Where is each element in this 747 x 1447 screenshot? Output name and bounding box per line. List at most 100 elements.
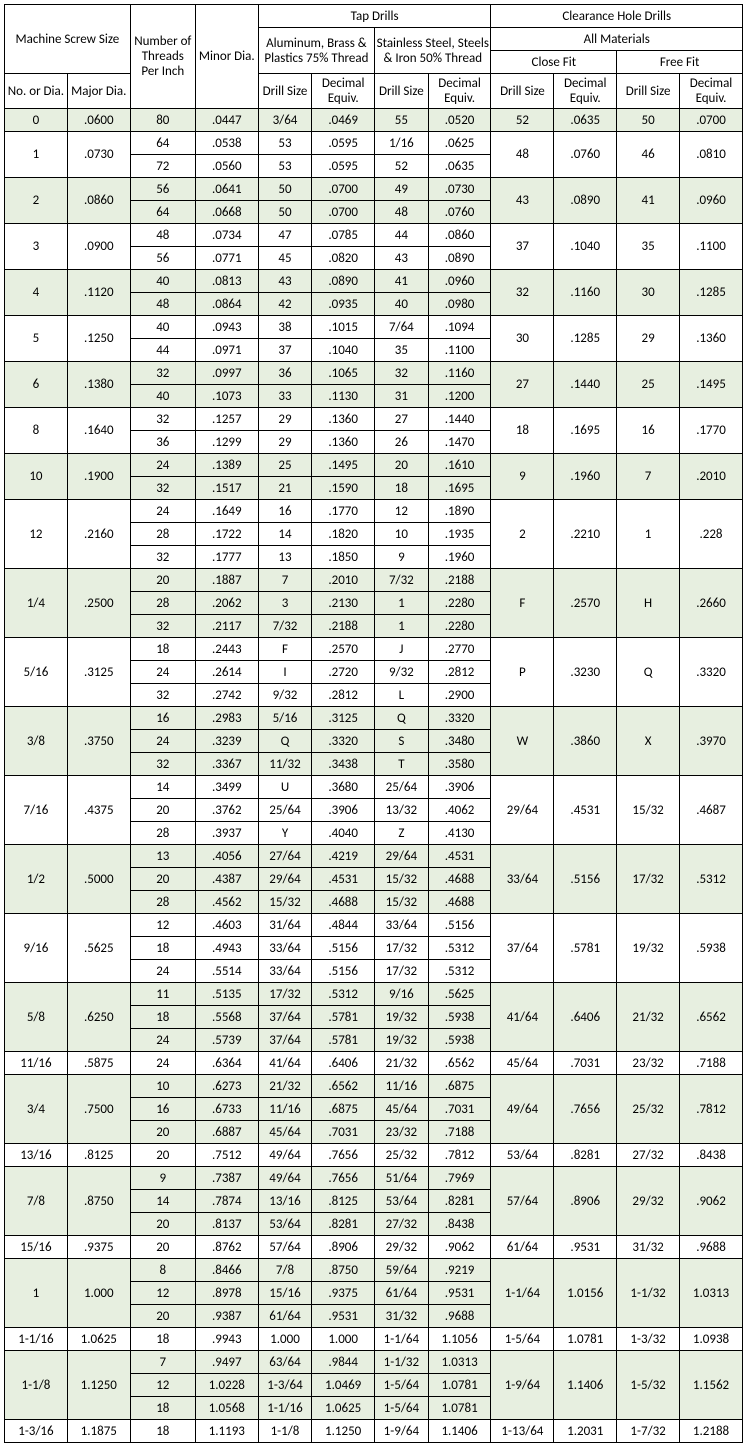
cell-tap-ss-dec: .1100 [428, 339, 491, 362]
cell-tap-ss-dec: 1.1056 [428, 1328, 491, 1351]
cell-no: 1 [5, 132, 68, 178]
cell-minor-dia: .5514 [195, 960, 258, 983]
cell-major-dia: .1640 [67, 408, 130, 454]
cell-tap-ss-dec: .9531 [428, 1282, 491, 1305]
cell-close-dec: .9531 [554, 1236, 617, 1259]
cell-tap-ss-dec: .0860 [428, 224, 491, 247]
cell-free-size: Q [617, 638, 680, 707]
cell-minor-dia: .9943 [195, 1328, 258, 1351]
cell-tap-al-dec: .0595 [312, 155, 375, 178]
cell-tap-al-size: 15/32 [258, 891, 312, 914]
cell-free-dec: .3320 [680, 638, 743, 707]
cell-no: 7/16 [5, 776, 68, 845]
cell-tap-al-dec: .0595 [312, 132, 375, 155]
cell-tap-al-size: 1-1/16 [258, 1397, 312, 1420]
table-row: 5/16.312518.2443F.2570J.2770P.3230Q.3320 [5, 638, 743, 661]
table-row: 6.138032.099736.106532.116027.144025.149… [5, 362, 743, 385]
cell-tap-ss-dec: .2770 [428, 638, 491, 661]
cell-free-size: 27/32 [617, 1144, 680, 1167]
cell-tap-al-size: 3/64 [258, 109, 312, 132]
cell-close-size: 41/64 [491, 983, 554, 1052]
cell-close-size: 1-9/64 [491, 1351, 554, 1420]
cell-no: 12 [5, 500, 68, 569]
table-row: 3.090048.073447.078544.086037.104035.110… [5, 224, 743, 247]
cell-tap-al-size: 53 [258, 132, 312, 155]
cell-free-size: 25 [617, 362, 680, 408]
cell-major-dia: .0730 [67, 132, 130, 178]
cell-tap-ss-size: 29/64 [375, 845, 429, 868]
cell-free-dec: .0700 [680, 109, 743, 132]
cell-tap-al-dec: .4219 [312, 845, 375, 868]
cell-tap-al-dec: .2570 [312, 638, 375, 661]
cell-free-size: 17/32 [617, 845, 680, 914]
cell-tap-al-dec: .0700 [312, 201, 375, 224]
cell-major-dia: .0860 [67, 178, 130, 224]
cell-tap-ss-size: 7/64 [375, 316, 429, 339]
cell-tap-ss-size: 1-1/64 [375, 1328, 429, 1351]
cell-close-dec: .5156 [554, 845, 617, 914]
cell-tap-al-size: 49/64 [258, 1144, 312, 1167]
cell-tap-ss-size: 48 [375, 201, 429, 224]
cell-no: 8 [5, 408, 68, 454]
cell-tap-al-dec: .9844 [312, 1351, 375, 1374]
cell-minor-dia: .0447 [195, 109, 258, 132]
cell-close-dec: 1.0781 [554, 1328, 617, 1351]
hdr-machine-screw: Machine Screw Size [5, 5, 131, 74]
cell-tap-ss-size: 45/64 [375, 1098, 429, 1121]
cell-tap-al-dec: .1015 [312, 316, 375, 339]
cell-tap-al-dec: 1.000 [312, 1328, 375, 1351]
table-row: 8.164032.125729.136027.144018.169516.177… [5, 408, 743, 431]
cell-close-size: 33/64 [491, 845, 554, 914]
cell-tpi: 7 [130, 1351, 195, 1374]
cell-major-dia: .2160 [67, 500, 130, 569]
cell-close-dec: .5781 [554, 914, 617, 983]
cell-free-dec: .8438 [680, 1144, 743, 1167]
cell-no: 3/8 [5, 707, 68, 776]
cell-major-dia: .5875 [67, 1052, 130, 1075]
table-row: 3/4.750010.627321/32.656211/16.687549/64… [5, 1075, 743, 1098]
cell-minor-dia: .4387 [195, 868, 258, 891]
cell-major-dia: 1.000 [67, 1259, 130, 1328]
cell-minor-dia: .0734 [195, 224, 258, 247]
cell-tap-al-dec: .0935 [312, 293, 375, 316]
cell-tap-al-dec: .6406 [312, 1052, 375, 1075]
cell-close-size: 53/64 [491, 1144, 554, 1167]
cell-minor-dia: .2614 [195, 661, 258, 684]
cell-tpi: 14 [130, 776, 195, 799]
cell-tap-al-size: 31/64 [258, 914, 312, 937]
table-row: 2.086056.064150.070049.073043.089041.096… [5, 178, 743, 201]
cell-tap-al-size: 47 [258, 224, 312, 247]
hdr-de1: Decimal Equiv. [312, 74, 375, 109]
hdr-close-fit: Close Fit [491, 51, 617, 74]
cell-minor-dia: .0538 [195, 132, 258, 155]
cell-close-size: 1-5/64 [491, 1328, 554, 1351]
cell-tap-ss-size: J [375, 638, 429, 661]
cell-tap-ss-size: 1/16 [375, 132, 429, 155]
cell-tap-al-dec: .1770 [312, 500, 375, 523]
cell-tap-al-size: 1-1/8 [258, 1420, 312, 1443]
cell-tap-al-size: 33 [258, 385, 312, 408]
cell-free-size: 29 [617, 316, 680, 362]
hdr-tap-drills: Tap Drills [258, 5, 491, 28]
cell-close-size: P [491, 638, 554, 707]
table-row: 1.073064.053853.05951/16.062548.076046.0… [5, 132, 743, 155]
cell-minor-dia: .5739 [195, 1029, 258, 1052]
cell-major-dia: .1120 [67, 270, 130, 316]
cell-tap-al-dec: .1495 [312, 454, 375, 477]
cell-tap-ss-size: 1-5/64 [375, 1397, 429, 1420]
cell-tap-ss-size: 33/64 [375, 914, 429, 937]
cell-tap-ss-dec: .0520 [428, 109, 491, 132]
cell-minor-dia: .9497 [195, 1351, 258, 1374]
cell-no: 5/16 [5, 638, 68, 707]
table-row: 1-1/81.12507.949763/64.98441-1/321.03131… [5, 1351, 743, 1374]
table-body: 0.060080.04473/64.046955.052052.063550.0… [5, 109, 743, 1443]
cell-free-dec: .5312 [680, 845, 743, 914]
cell-tap-ss-size: 25/32 [375, 1144, 429, 1167]
cell-tpi: 32 [130, 408, 195, 431]
cell-tpi: 20 [130, 569, 195, 592]
cell-no: 13/16 [5, 1144, 68, 1167]
cell-free-size: 19/32 [617, 914, 680, 983]
cell-tap-ss-size: 32 [375, 362, 429, 385]
cell-tap-al-size: 25/64 [258, 799, 312, 822]
cell-tap-ss-dec: .1695 [428, 477, 491, 500]
